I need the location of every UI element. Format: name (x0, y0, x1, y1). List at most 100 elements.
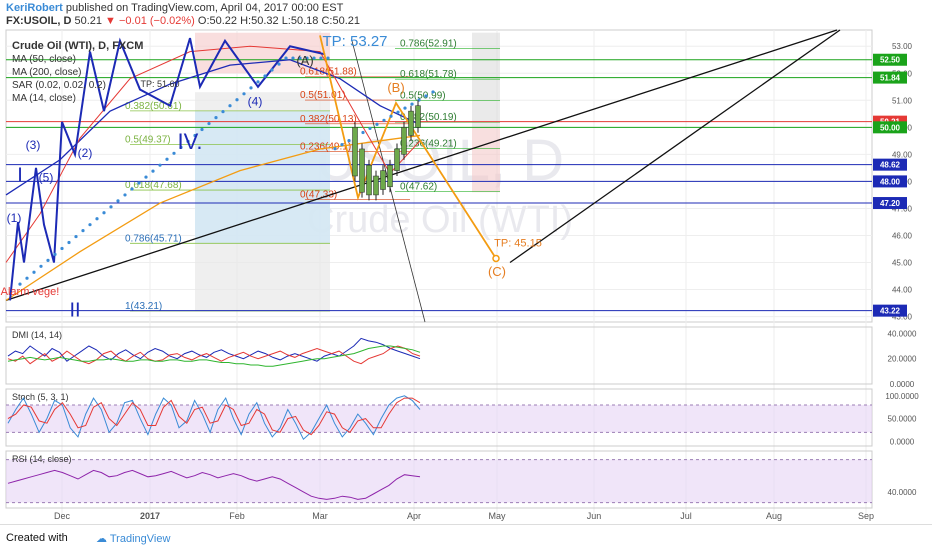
sar-dot (368, 126, 372, 131)
sar-dot (18, 282, 22, 286)
fib-old-label: 0.618(47.68) (125, 180, 182, 191)
y-tick-label: 46.00 (892, 231, 913, 240)
series-line-k (7, 395, 421, 441)
panel-frame (5, 326, 873, 385)
wave-label: TP: 45.15 (494, 237, 542, 249)
chart-canvas[interactable]: USOIL, D Crude Oil (WTI) 0.382(50.61)0.5… (0, 0, 932, 524)
footer: Created with ☁ TradingView (0, 524, 932, 551)
sar-dot (74, 234, 78, 239)
symbol-line: FX:USOIL, D (6, 15, 72, 27)
sar-dot (151, 169, 155, 173)
sar-dot (32, 270, 36, 274)
sar-dot (137, 181, 141, 185)
candle-body (380, 170, 386, 190)
watermark-name: Crude Oil (WTI) (307, 199, 573, 241)
fib-right-label: 0.382(50.19) (400, 112, 457, 123)
target-zone-red (472, 127, 500, 193)
wave-label: (5) (39, 170, 54, 184)
legend-item[interactable]: MA (14, close) (12, 93, 76, 104)
sar-dot (102, 211, 106, 215)
sar-dot (361, 130, 365, 135)
panel-title: DMI (14, 14) (12, 330, 62, 340)
wave-label: (2) (78, 146, 93, 160)
y-tick-label: 45.00 (892, 259, 913, 268)
sar-dot (130, 187, 134, 191)
sar-dot (382, 118, 386, 122)
legend-title: Crude Oil (WTI), D, FXCM (12, 40, 144, 52)
legend-item[interactable]: MA (200, close) (12, 67, 82, 78)
price-badge-text: 43.22 (880, 307, 901, 316)
price-badge-text: 50.00 (880, 123, 901, 132)
x-axis: Dec 2017 Feb Mar Apr May Jun Jul Aug Sep (54, 511, 874, 521)
price-badge (873, 304, 907, 317)
sar-dot (340, 143, 344, 147)
wave-label: TP: 53.27 (322, 33, 387, 50)
fib-old-label: 0.382(50.61) (125, 101, 182, 112)
sar-dot (165, 157, 169, 161)
tradingview-brand: TradingView (109, 533, 171, 545)
sar-dot (305, 56, 309, 60)
rsi-panel: RSI (14, close) 40.0000 (5, 450, 917, 509)
last-price: 50.21 (74, 15, 102, 27)
wave-label: TP: 51.60 (140, 79, 179, 89)
tradingview-logo-link[interactable]: ☁ TradingView (96, 532, 170, 545)
fib-old-label: 0.786(45.71) (125, 233, 182, 244)
sar-dot (123, 193, 127, 197)
sar-dot (256, 80, 260, 84)
fib-right-label: 0.786(52.91) (400, 39, 457, 50)
candle-body (408, 110, 414, 136)
sar-dot (67, 240, 71, 245)
sar-dot (158, 163, 162, 167)
sar-dot (326, 56, 330, 60)
stoch-panel: Stoch (5, 3, 1) 0.0000 50.0000 100.0000 (5, 388, 919, 447)
panel-y-tick: 40.0000 (888, 488, 917, 497)
header-line-1: KeriRobert published on TradingView.com,… (6, 2, 343, 14)
sar-dot (424, 94, 428, 98)
sar-dot (179, 145, 183, 149)
sar-dot (207, 121, 211, 126)
sar-dot (242, 92, 246, 96)
panel-y-tick: 100.0000 (885, 392, 919, 401)
sar-dot (228, 104, 232, 108)
published-text: published on TradingView.com, April 04, … (65, 2, 344, 14)
sar-dot (39, 264, 43, 268)
open-value: O:50.22 (197, 15, 238, 27)
trend-line-projection (509, 29, 841, 264)
candle-body (401, 127, 407, 155)
x-tick-label: Mar (312, 511, 328, 521)
sar-dot (25, 276, 29, 280)
ma-200-line (5, 134, 421, 301)
close-value: C:50.21 (321, 15, 360, 27)
created-with-text: Created with (6, 532, 68, 544)
author-link[interactable]: KeriRobert (6, 2, 63, 14)
price-badge-text: 47.20 (880, 199, 901, 208)
fib-mid-label: 0(47.33) (300, 190, 337, 201)
price-lines (5, 29, 872, 323)
sar-dot (333, 147, 337, 151)
chart-legend: Crude Oil (WTI), D, FXCM MA (50, close) … (12, 40, 143, 105)
price-badge-text: 52.50 (880, 56, 901, 65)
legend-item[interactable]: MA (50, close) (12, 54, 76, 65)
sar-dot (81, 229, 85, 233)
sar-dot (284, 56, 288, 60)
wave-label: (1) (7, 211, 22, 225)
y-tick-label: 44.00 (892, 286, 913, 295)
fib-right-label: 0.618(51.78) (400, 69, 457, 80)
candle-body (387, 164, 393, 188)
price-badge (873, 121, 907, 134)
wave-label: Alarm vege! (1, 286, 60, 298)
sar-dot (249, 86, 253, 90)
fib-right-label: 0(47.62) (400, 182, 437, 193)
price-badge (873, 53, 907, 66)
trend-line-main (5, 29, 838, 301)
sar-dot (46, 258, 50, 262)
sar-dot (200, 127, 204, 132)
candle-body (394, 148, 400, 171)
sar-dot (319, 56, 323, 60)
candle-body (366, 164, 372, 196)
legend-item[interactable]: SAR (0.02, 0.02, 0.2) (12, 80, 106, 91)
fib-right-label: 0.5(50.99) (400, 91, 446, 102)
x-tick-label: 2017 (140, 511, 160, 521)
price-badge (873, 158, 907, 171)
sar-dot (403, 106, 407, 110)
